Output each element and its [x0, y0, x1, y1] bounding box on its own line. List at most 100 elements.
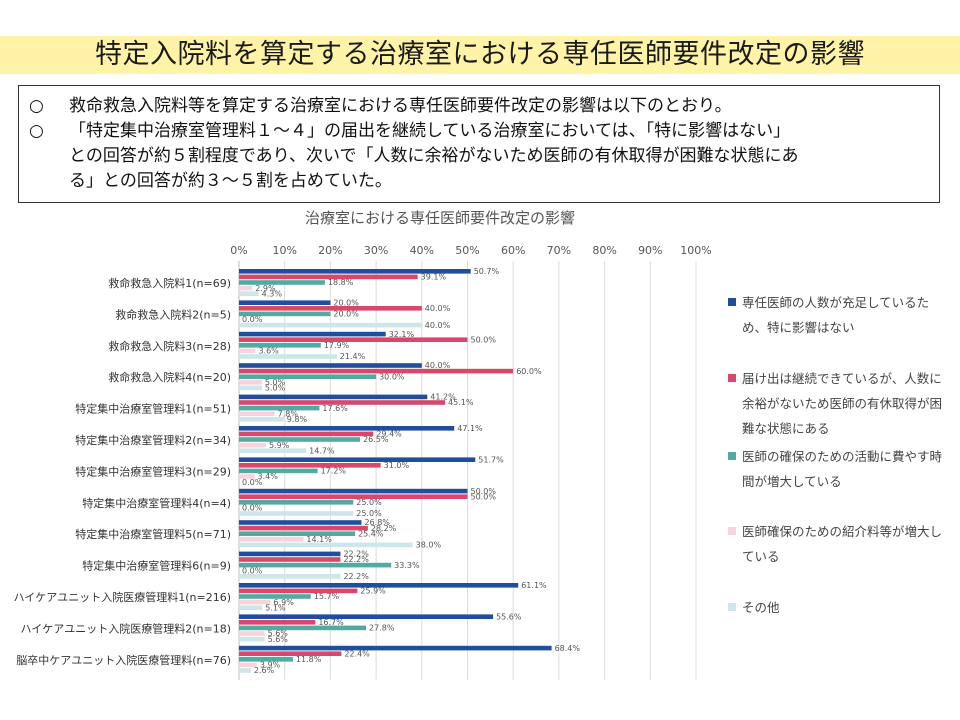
bar: [239, 488, 468, 494]
bar: [239, 500, 354, 505]
data-label: 40.0%: [425, 304, 451, 313]
bar: [239, 625, 367, 631]
data-label: 50.0%: [471, 492, 497, 501]
category-label: 特定集中治療室管理料2(n=34): [75, 433, 231, 447]
bar: [239, 385, 262, 391]
bar: [239, 380, 262, 385]
legend-item: 届け出は継続できているが、人数に 余裕がないため医師の有休取得が困 難な状態にある: [728, 366, 953, 441]
x-tick-label: 100%: [680, 244, 711, 257]
data-label: 16.7%: [318, 618, 344, 627]
page-title: 特定入院料を算定する治療室における専任医師要件改定の影響: [95, 39, 865, 70]
data-label: 0.0%: [242, 478, 263, 487]
bar: [239, 442, 266, 448]
legend-label: 余裕がないため医師の有休取得が困: [742, 396, 943, 411]
bar-chart: 0% 10% 20% 30% 40% 50% 60% 70% 80% 90% 100% 救命救急入院料…: [13, 244, 712, 680]
x-tick-label: 20%: [318, 244, 342, 257]
bar: [239, 348, 256, 354]
summary-text-2: 「特定集中治療室管理料１～４」の届出を継続している治療室においては、「特に影響は…: [69, 121, 791, 141]
legend-swatch: [728, 374, 736, 382]
summary-line-3: との回答が約５割程度であり、次いで「人数に余裕がないため医師の有休取得が困難な状…: [29, 144, 929, 169]
data-label: 5.9%: [269, 441, 290, 450]
bar: [239, 291, 259, 296]
bar: [239, 599, 271, 605]
data-label: 60.0%: [516, 367, 542, 376]
bar: [239, 657, 293, 662]
data-label: 25.9%: [360, 587, 386, 596]
data-label: 5.6%: [268, 635, 289, 644]
data-label: 50.7%: [474, 267, 500, 276]
legend-swatch: [728, 298, 736, 306]
category-label: 特定集中治療室管理料6(n=9): [82, 559, 231, 573]
data-label: 15.7%: [314, 592, 340, 601]
category-label: 救命救急入院料4(n=20): [108, 370, 231, 384]
data-label: 68.4%: [555, 644, 581, 653]
legend-item: 医師確保のための紹介料等が増大し ている: [728, 519, 953, 569]
legend-swatch: [728, 527, 736, 535]
data-label: 17.2%: [321, 467, 347, 476]
bar: [239, 668, 251, 673]
data-label: 14.7%: [309, 446, 335, 455]
data-label: 26.8%: [364, 518, 390, 527]
bar: [239, 468, 318, 474]
bar: [239, 448, 307, 453]
legend-swatch: [728, 452, 736, 460]
data-label: 51.7%: [478, 455, 504, 464]
data-label: 28.2%: [371, 524, 397, 533]
data-label: 22.2%: [343, 555, 369, 564]
bar: [239, 394, 428, 400]
data-label: 47.1%: [457, 424, 483, 433]
data-label: 3.4%: [258, 472, 279, 481]
bullet-mark: ○: [29, 121, 44, 141]
x-tick-label: 0%: [230, 244, 247, 257]
bar: [239, 426, 455, 431]
bar: [239, 374, 377, 379]
summary-line-1: ○ 救命救急入院料等を算定する治療室における専任医師要件改定の影響は以下のとおり。: [29, 94, 929, 119]
bar: [239, 280, 325, 285]
x-tick-label: 70%: [547, 244, 571, 257]
bar: [239, 363, 422, 368]
data-label: 33.3%: [394, 561, 420, 570]
bar: [239, 636, 265, 642]
data-label: 61.1%: [521, 581, 547, 590]
bar: [239, 331, 386, 337]
bar: [239, 368, 514, 374]
bar: [239, 322, 422, 328]
bar: [239, 437, 361, 442]
data-label: 14.1%: [306, 535, 332, 544]
bar: [239, 474, 255, 479]
legend-label: その他: [742, 600, 780, 615]
bar: [239, 531, 356, 536]
summary-line-2: ○ 「特定集中治療室管理料１～４」の届出を継続している治療室においては、「特に影響…: [29, 119, 929, 144]
data-label: 25.0%: [356, 509, 382, 518]
bar: [239, 520, 362, 525]
bar: [239, 411, 275, 416]
legend-label: ている: [742, 549, 780, 564]
summary-box: ○ 救命救急入院料等を算定する治療室における専任医師要件改定の影響は以下のとおり。…: [18, 85, 940, 203]
bar: [239, 300, 331, 305]
data-label: 22.2%: [343, 550, 369, 559]
legend-label: 難な状態にある: [742, 421, 830, 436]
data-label: 5.0%: [265, 384, 286, 393]
data-label: 5.0%: [265, 378, 286, 387]
x-tick-label: 30%: [364, 244, 388, 257]
bar: [239, 511, 354, 516]
bar: [239, 494, 468, 499]
data-label: 50.0%: [471, 487, 497, 496]
legend-label: 届け出は継続できているが、人数に: [742, 371, 942, 386]
data-label: 27.8%: [369, 624, 395, 633]
data-label: 31.0%: [384, 461, 410, 470]
bar: [239, 525, 368, 531]
x-tick-label: 40%: [410, 244, 434, 257]
data-label: 0.0%: [242, 566, 263, 575]
chart-title: 治療室における専任医師要件改定の影響: [304, 209, 575, 227]
data-label: 7.8%: [278, 409, 299, 418]
summary-text-4: る」との回答が約３～５割を占めていた。: [69, 171, 392, 191]
summary-line-4: る」との回答が約３～５割を占めていた。: [29, 169, 929, 194]
data-label: 9.8%: [287, 415, 308, 424]
bar: [239, 614, 494, 619]
data-label: 17.6%: [322, 404, 348, 413]
bar: [239, 274, 418, 280]
chart-legend: 専任医師の人数が充足しているた め、特に影響はない 届け出は継続できているが、人数に…: [728, 290, 953, 620]
data-label: 20.0%: [333, 310, 359, 319]
data-label: 40.0%: [425, 321, 451, 330]
